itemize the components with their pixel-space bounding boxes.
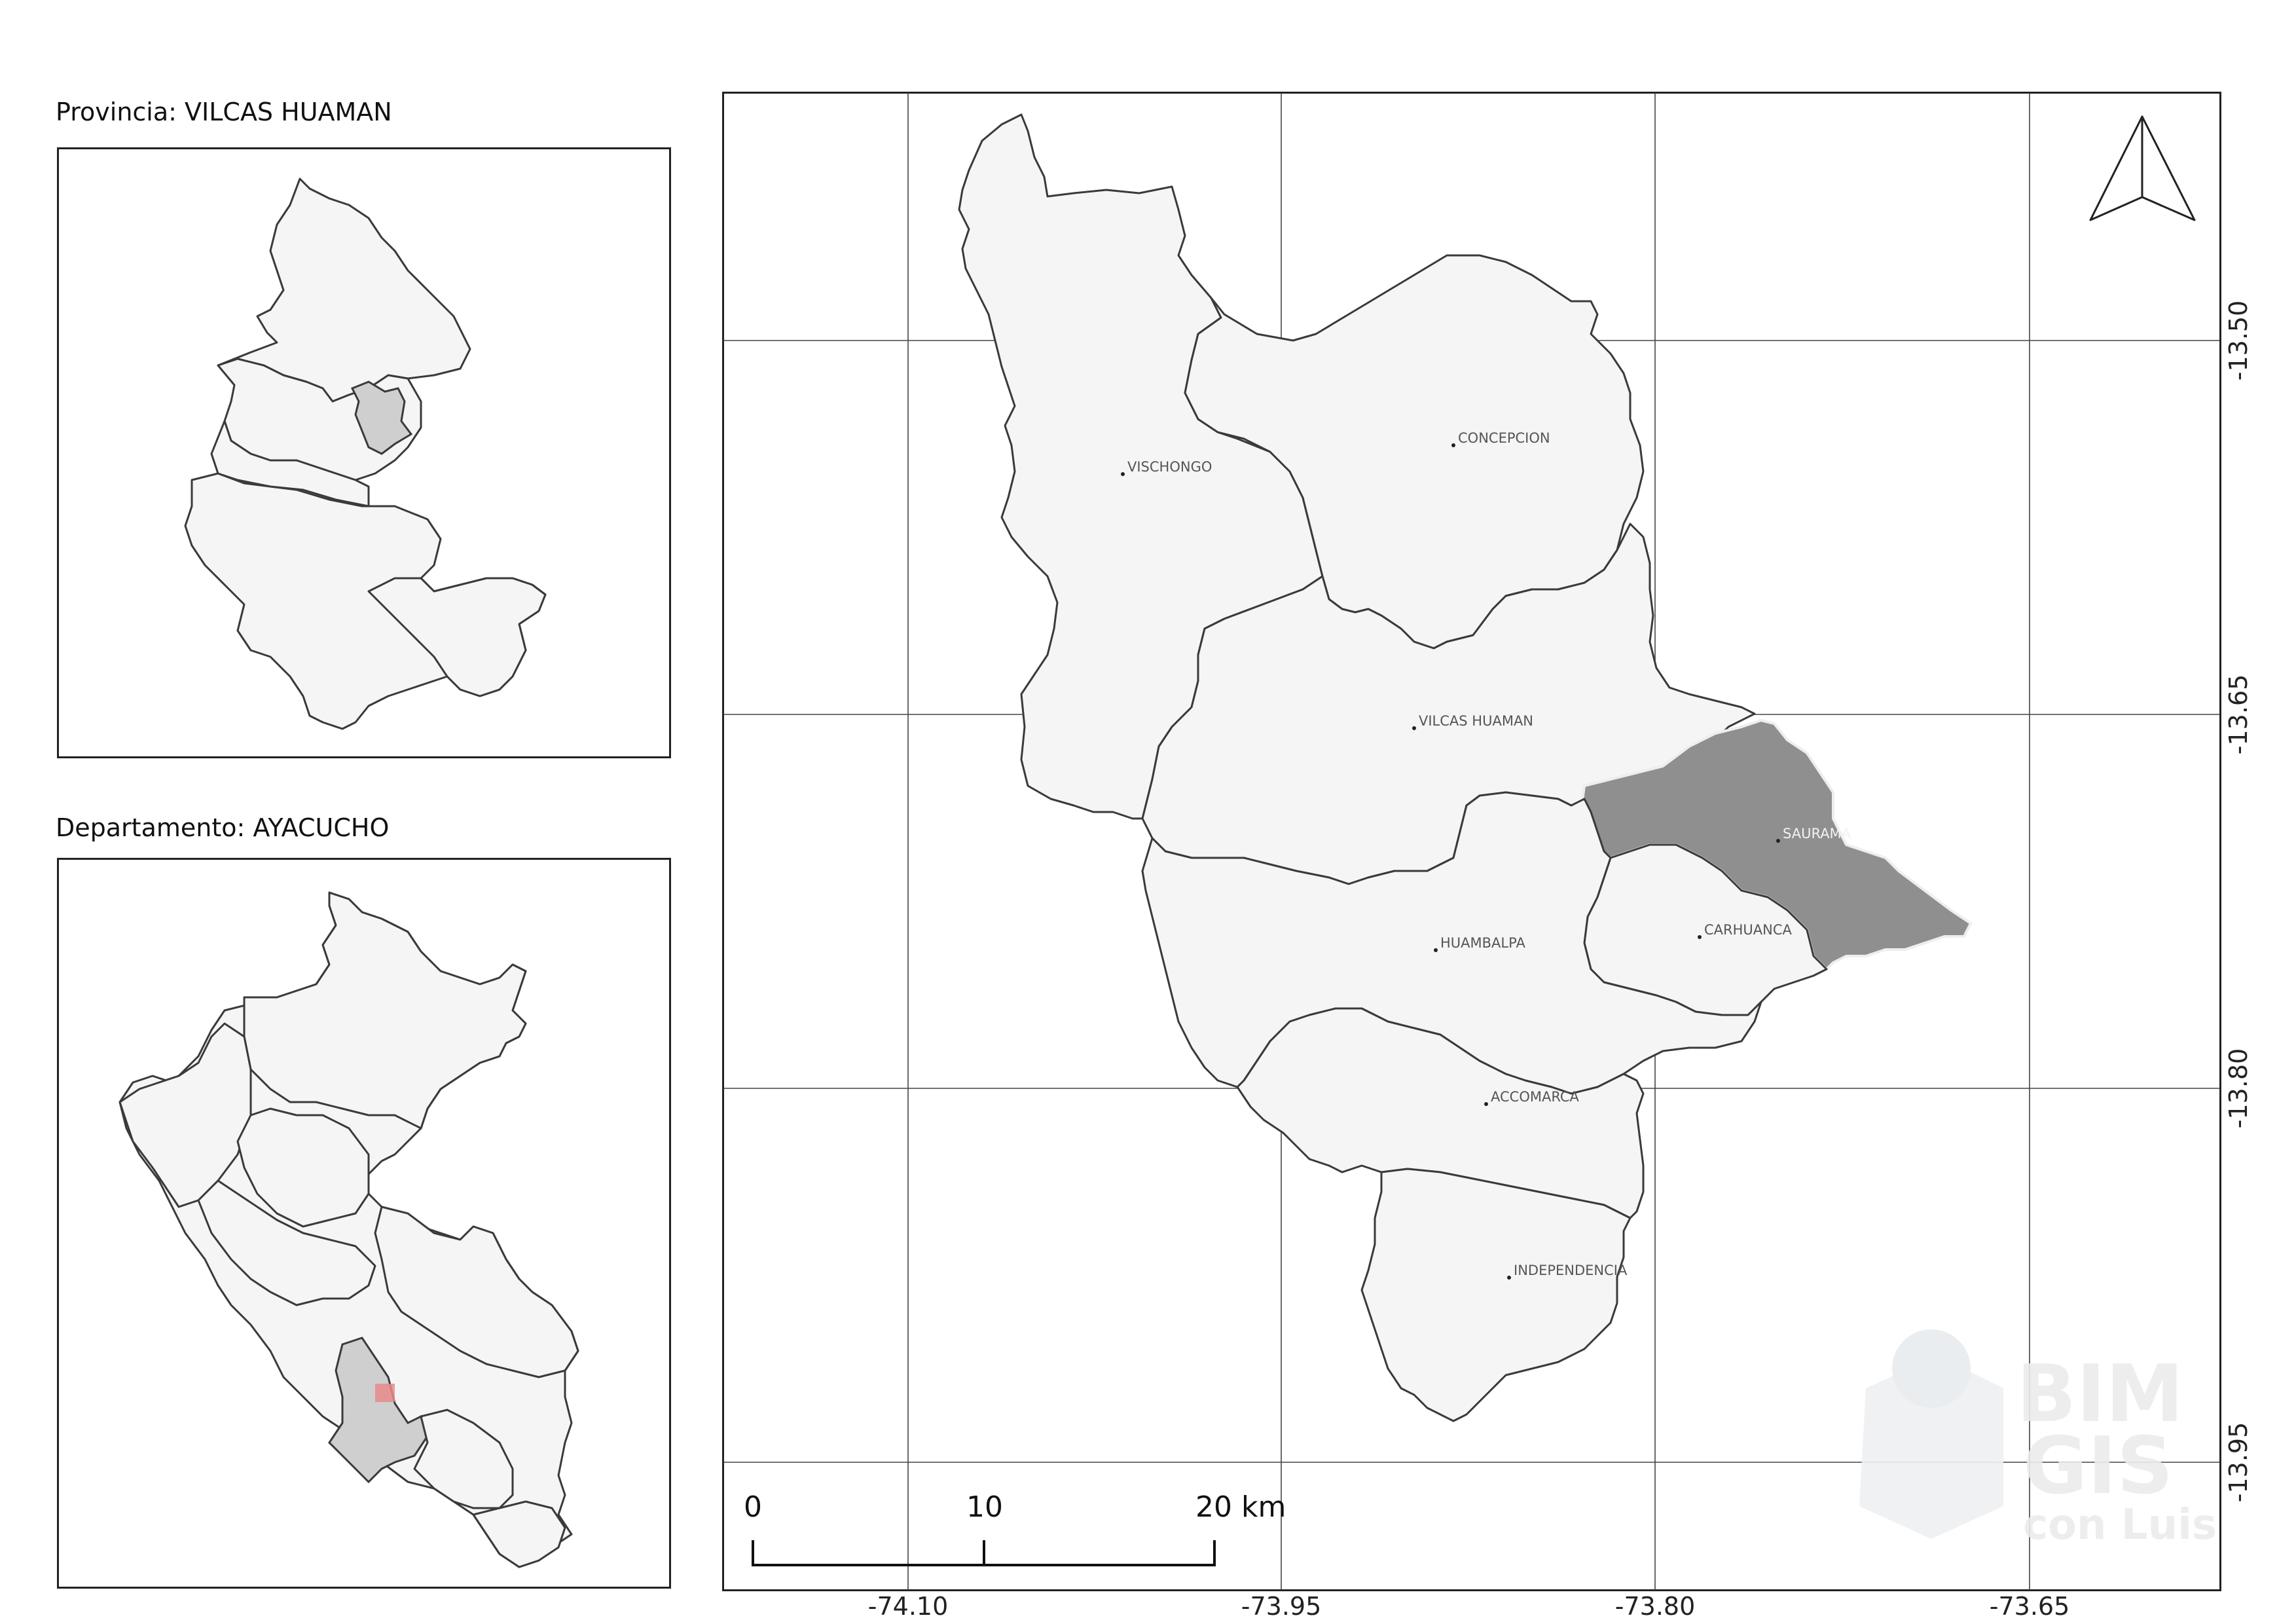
scale-label-10: 10 — [966, 1490, 1003, 1524]
place-point-concepcion — [1451, 443, 1455, 447]
x-axis-labels: -74.10 -73.95 -73.80 -73.65 — [868, 1592, 2070, 1621]
province-inset-map — [184, 177, 547, 730]
watermark-logo-icon — [1859, 1356, 2003, 1539]
y-tick-label: -13.95 — [2224, 1422, 2253, 1503]
district-accomarca — [1236, 1007, 1645, 1219]
watermark-globe-icon — [1892, 1329, 1971, 1408]
place-label-vilcas-huaman: VILCAS HUAMAN — [1419, 713, 1533, 729]
province-inset-title: Provincia: VILCAS HUAMAN — [56, 98, 392, 126]
region-central — [197, 1179, 376, 1306]
department-inset-map — [118, 891, 579, 1568]
y-tick-label: -13.65 — [2224, 674, 2253, 755]
province-district-southeast — [367, 577, 547, 697]
place-labels: VISCHONGO CONCEPCION VILCAS HUAMAN SAURA… — [1121, 430, 1851, 1280]
region-ucayali — [374, 1206, 579, 1378]
watermark-line3: con Luis — [2023, 1501, 2217, 1549]
region-puno — [472, 1500, 566, 1568]
extent-marker — [375, 1384, 395, 1402]
watermark: BIM GIS con Luis — [1859, 1329, 2217, 1549]
x-tick-label: -73.80 — [1615, 1592, 1696, 1621]
municipalities — [958, 113, 1972, 1422]
x-tick-label: -73.65 — [1990, 1592, 2070, 1621]
region-ayacucho — [328, 1337, 429, 1484]
y-tick-label: -13.80 — [2224, 1048, 2253, 1129]
place-point-vilcas-huaman — [1412, 726, 1416, 730]
region-central-north — [236, 1107, 370, 1228]
scale-label-20km: 20 km — [1195, 1490, 1286, 1524]
place-point-huambalpa — [1434, 948, 1438, 952]
watermark-line2: GIS — [2023, 1421, 2174, 1512]
province-district-selected — [350, 380, 413, 455]
place-label-saurama: SAURAMA — [1783, 826, 1851, 841]
district-independencia — [1360, 1168, 1631, 1422]
place-label-huambalpa: HUAMBALPA — [1440, 935, 1525, 951]
place-label-independencia: INDEPENDENCIA — [1514, 1263, 1628, 1278]
x-tick-label: -73.95 — [1241, 1592, 1322, 1621]
place-label-concepcion: CONCEPCION — [1458, 430, 1550, 446]
north-arrow-icon — [2089, 115, 2196, 221]
province-district-westmid — [210, 420, 370, 507]
y-axis-labels: -13.50 -13.65 -13.80 -13.95 — [2224, 301, 2253, 1503]
watermark-line1: BIM — [2016, 1349, 2184, 1440]
region-loreto — [243, 891, 527, 1130]
x-tick-label: -74.10 — [868, 1592, 949, 1621]
place-point-carhuanca — [1698, 935, 1702, 939]
department-inset-frame — [57, 858, 671, 1589]
department-inset-title: Departamento: AYACUCHO — [56, 813, 390, 842]
scale-bar: 0 10 20 km — [744, 1490, 1286, 1566]
place-point-saurama — [1776, 839, 1780, 843]
y-tick-label: -13.50 — [2224, 301, 2253, 381]
place-label-accomarca: ACCOMARCA — [1491, 1089, 1580, 1105]
place-label-carhuanca: CARHUANCA — [1704, 922, 1793, 938]
province-inset-frame — [57, 147, 671, 758]
place-label-vischongo: VISCHONGO — [1127, 459, 1212, 475]
region-north-coast — [118, 1022, 252, 1208]
place-point-vischongo — [1121, 472, 1125, 476]
scale-label-0: 0 — [744, 1490, 762, 1524]
place-point-accomarca — [1484, 1102, 1488, 1106]
place-point-independencia — [1507, 1276, 1511, 1280]
